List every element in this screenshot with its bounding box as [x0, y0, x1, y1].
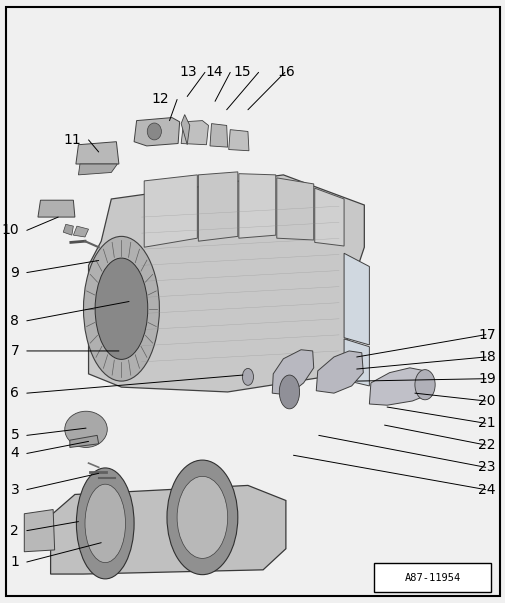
Ellipse shape — [279, 375, 299, 409]
Text: 14: 14 — [205, 65, 222, 80]
Polygon shape — [70, 435, 98, 447]
Polygon shape — [88, 175, 364, 392]
Polygon shape — [181, 121, 208, 145]
Text: 9: 9 — [10, 265, 19, 280]
Polygon shape — [272, 350, 313, 395]
Text: 22: 22 — [477, 438, 495, 452]
Text: A87-11954: A87-11954 — [403, 573, 460, 582]
Text: 10: 10 — [2, 223, 19, 238]
Text: 7: 7 — [11, 344, 19, 358]
Text: 6: 6 — [10, 386, 19, 400]
Polygon shape — [181, 115, 189, 145]
Text: 11: 11 — [63, 133, 81, 147]
Text: 18: 18 — [477, 350, 495, 364]
Ellipse shape — [65, 411, 107, 447]
Ellipse shape — [167, 460, 237, 575]
Polygon shape — [316, 351, 363, 393]
Text: 13: 13 — [179, 65, 197, 80]
Polygon shape — [238, 174, 275, 238]
Text: 20: 20 — [477, 394, 495, 408]
Text: 15: 15 — [233, 65, 250, 80]
Text: 3: 3 — [11, 482, 19, 497]
Polygon shape — [38, 200, 75, 217]
Text: 2: 2 — [11, 523, 19, 538]
Text: 1: 1 — [10, 555, 19, 569]
Ellipse shape — [76, 468, 134, 579]
Polygon shape — [228, 130, 248, 151]
Polygon shape — [343, 253, 369, 345]
Ellipse shape — [83, 236, 159, 381]
Polygon shape — [73, 226, 88, 237]
Text: 16: 16 — [277, 65, 294, 80]
Ellipse shape — [95, 258, 147, 359]
Polygon shape — [210, 124, 227, 147]
Text: 23: 23 — [477, 460, 495, 475]
Ellipse shape — [242, 368, 253, 385]
Text: 19: 19 — [477, 371, 495, 386]
Text: 5: 5 — [11, 428, 19, 443]
Polygon shape — [134, 118, 179, 146]
Ellipse shape — [414, 370, 434, 400]
Text: 21: 21 — [477, 416, 495, 431]
Ellipse shape — [177, 476, 227, 558]
Bar — [374, 563, 490, 592]
Polygon shape — [63, 224, 73, 235]
Text: 4: 4 — [11, 446, 19, 461]
Polygon shape — [198, 172, 237, 241]
Text: 8: 8 — [10, 314, 19, 328]
Polygon shape — [78, 164, 117, 175]
Ellipse shape — [85, 484, 125, 563]
Polygon shape — [50, 485, 285, 574]
Polygon shape — [276, 178, 313, 240]
Ellipse shape — [147, 123, 161, 140]
Text: 17: 17 — [477, 327, 495, 342]
Polygon shape — [343, 339, 369, 386]
Polygon shape — [24, 510, 55, 552]
Text: 24: 24 — [477, 482, 495, 497]
Polygon shape — [144, 175, 197, 247]
Polygon shape — [369, 368, 427, 405]
Text: 12: 12 — [152, 92, 169, 107]
Polygon shape — [314, 188, 343, 246]
Polygon shape — [76, 142, 119, 164]
